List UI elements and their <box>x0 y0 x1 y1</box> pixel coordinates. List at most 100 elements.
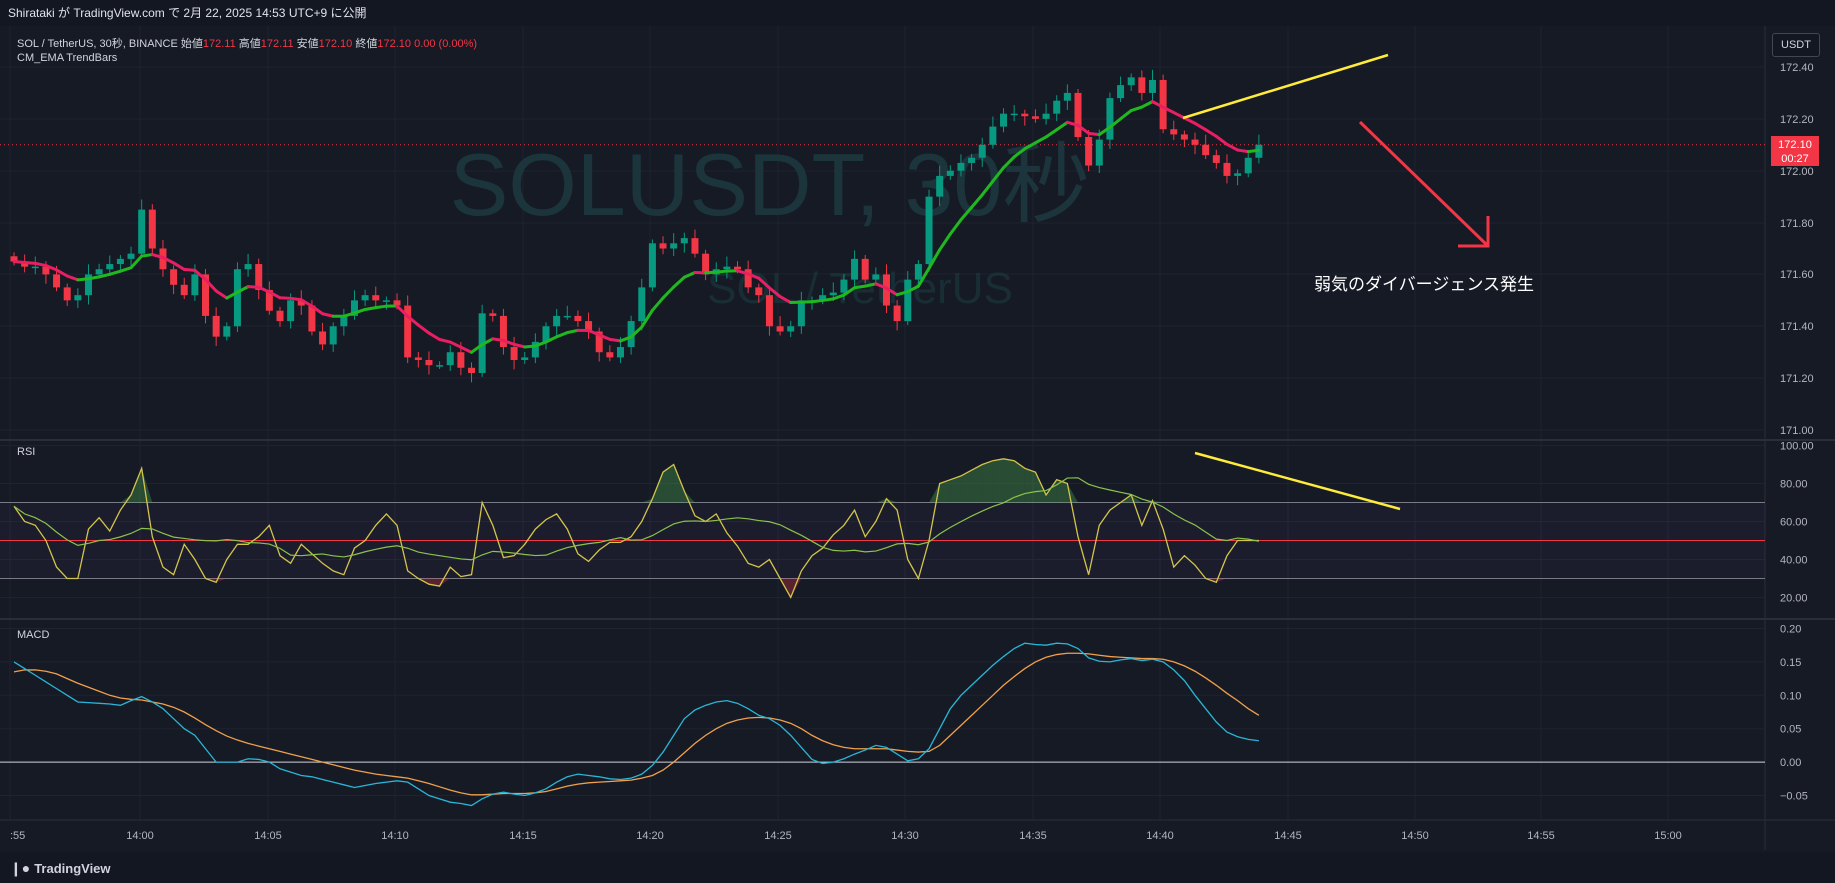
candle-body <box>510 347 518 360</box>
time-axis-label: 14:00 <box>126 830 154 842</box>
candle-body <box>638 287 646 322</box>
ema-segment <box>1002 155 1016 170</box>
down-arrow-head[interactable] <box>1458 216 1490 248</box>
ema-segment <box>204 278 218 293</box>
candle-body <box>1053 100 1061 114</box>
ema-segment <box>523 344 537 349</box>
rsi-axis-label: 60.00 <box>1780 517 1808 529</box>
candle-body <box>297 300 305 306</box>
ema-segment <box>76 277 90 282</box>
ema-segment <box>927 248 942 270</box>
ema-segment <box>1076 123 1091 135</box>
ema-segment <box>1033 135 1048 145</box>
ema-segment <box>182 267 197 272</box>
ema-segment <box>1204 128 1218 138</box>
time-axis-label: 15:00 <box>1654 830 1682 842</box>
time-axis-label: 14:45 <box>1274 830 1302 842</box>
ema-segment <box>746 272 761 280</box>
ema-segment <box>321 312 335 318</box>
macd-axis-label: 0.05 <box>1780 724 1801 736</box>
ema-segment <box>704 270 718 275</box>
ema-segment <box>682 271 697 279</box>
down-arrow-shaft[interactable] <box>1358 120 1490 248</box>
ema-segment <box>533 340 548 348</box>
indicator-label[interactable]: CM_EMA TrendBars <box>17 52 118 64</box>
candle-body <box>851 258 859 280</box>
macd-pane-label[interactable]: MACD <box>17 629 50 641</box>
macd-axis-label: 0.10 <box>1780 690 1801 702</box>
candle-body <box>776 326 784 332</box>
ema-segment <box>1108 117 1123 129</box>
candle-body <box>425 359 433 366</box>
ema-segment <box>757 276 771 290</box>
divergence-annotation[interactable]: 弱気のダイバージェンス発生 <box>1314 275 1534 294</box>
time-axis-label: :55 <box>10 830 25 842</box>
ema-segment <box>736 269 750 276</box>
ema-segment <box>544 335 559 344</box>
ema-segment <box>352 307 367 315</box>
rsi-overbought-fill <box>684 491 695 503</box>
ema-segment <box>1119 109 1133 121</box>
ema-segment <box>33 261 48 268</box>
candle-body <box>755 287 763 296</box>
ema-segment <box>650 296 665 312</box>
candles-layer <box>10 69 1263 383</box>
candle-body <box>1074 92 1082 138</box>
symbol-name[interactable]: SOL / TetherUS, 30秒, BINANCE <box>17 38 178 50</box>
ema-segment <box>831 293 846 301</box>
candle-body <box>553 315 561 327</box>
time-axis-label: 14:55 <box>1527 830 1555 842</box>
macd-axis-label: 0.15 <box>1780 657 1801 669</box>
ema-segment <box>629 325 644 339</box>
ema-segment <box>1172 111 1186 120</box>
candle-body <box>148 209 156 249</box>
currency-button[interactable]: USDT <box>1772 33 1820 57</box>
ema-segment <box>991 166 1006 183</box>
ema-segment <box>161 256 176 265</box>
ema-segment <box>640 308 654 329</box>
rsi-pane-label[interactable]: RSI <box>17 446 36 458</box>
candle-body <box>116 258 124 265</box>
rsi-trend-line[interactable] <box>1194 451 1401 511</box>
candle-body <box>957 162 965 171</box>
ema-segment <box>427 331 442 342</box>
ema-segment <box>512 342 527 349</box>
candle-body <box>340 315 348 327</box>
rsi-oversold-fill <box>790 578 802 598</box>
candle-body <box>212 315 220 337</box>
rsi-oversold-fill <box>1216 578 1227 583</box>
ema-segment <box>1246 148 1261 154</box>
candle-body <box>127 253 135 259</box>
candle-body <box>1021 113 1029 117</box>
candle-body <box>1063 92 1071 101</box>
ema-segment <box>12 259 27 265</box>
ema-segment <box>214 289 229 300</box>
candle-body <box>489 313 497 316</box>
candle-body <box>1127 77 1135 86</box>
candle-body <box>734 266 742 270</box>
ema-segment <box>714 269 729 274</box>
candle-body <box>787 326 795 332</box>
time-axis-label: 14:20 <box>636 830 664 842</box>
ema-segment <box>778 295 793 305</box>
candle-body <box>1170 129 1178 135</box>
candle-body <box>95 269 103 275</box>
price-trend-line[interactable] <box>1182 53 1389 120</box>
rsi-overbought-fill <box>992 458 1004 503</box>
price-axis-label: 171.20 <box>1780 373 1814 385</box>
tradingview-logo[interactable]: ❙● TradingView <box>10 860 111 877</box>
ema-segment <box>267 290 282 300</box>
rsi-overbought-fill <box>960 470 972 503</box>
candle-body <box>63 287 71 301</box>
candle-body <box>223 326 231 337</box>
candle-body <box>936 175 944 197</box>
ema-segment <box>150 253 165 260</box>
candle-body <box>563 315 571 318</box>
price-axis-label: 171.60 <box>1780 269 1814 281</box>
candle-body <box>840 279 848 293</box>
ema-segment <box>863 282 878 288</box>
ema-segment <box>140 253 154 258</box>
time-axis-label: 14:25 <box>764 830 792 842</box>
ema-segment <box>1225 142 1240 152</box>
